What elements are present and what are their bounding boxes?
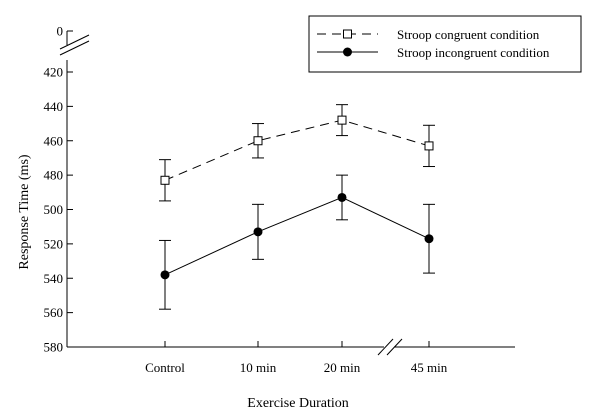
x-tick-label: Control — [145, 360, 185, 375]
y-tick-label: 440 — [44, 99, 64, 114]
data-point-circle — [160, 270, 170, 280]
data-point-circle — [337, 192, 347, 202]
data-point-square — [337, 115, 347, 125]
y-axis-break-mark — [59, 40, 90, 56]
y-tick-label: 540 — [44, 271, 64, 286]
x-axis-break-mark — [377, 338, 394, 356]
y-axis-title: Response Time (ms) — [17, 154, 32, 269]
series-layer — [159, 104, 435, 310]
y-tick-label: 560 — [44, 305, 64, 320]
data-point-square — [253, 136, 263, 146]
x-tick-labels: Control 10 min 20 min 45 min — [145, 360, 448, 375]
data-point-square — [424, 141, 434, 151]
legend-label-congruent: Stroop congruent condition — [397, 27, 540, 42]
y-tick-label: 520 — [44, 236, 64, 251]
y-tick-label: 0 — [57, 24, 64, 39]
y-tick-labels: 0 420 440 460 480 500 520 540 560 580 — [44, 24, 64, 355]
x-axis-title: Exercise Duration — [247, 396, 348, 411]
x-tick-label: 20 min — [324, 360, 361, 375]
axes — [59, 30, 515, 356]
y-tick-label: 580 — [44, 340, 64, 355]
y-axis-break-mark — [59, 34, 90, 50]
legend-label-incongruent: Stroop incongruent condition — [397, 45, 550, 60]
y-tick-label: 480 — [44, 168, 64, 183]
y-tick-label: 460 — [44, 133, 64, 148]
y-tick-label: 500 — [44, 202, 64, 217]
data-point-circle — [253, 227, 263, 237]
series-congruent — [159, 104, 435, 202]
series-line — [164, 119, 430, 181]
legend-box — [308, 15, 582, 73]
legend: Stroop congruent condition Stroop incong… — [308, 15, 582, 73]
data-point-square — [160, 175, 170, 185]
y-tick-label: 420 — [44, 65, 64, 80]
data-point-circle — [424, 234, 434, 244]
legend-marker-incongruent — [343, 47, 352, 57]
series-line — [164, 196, 430, 276]
series-incongruent — [159, 174, 435, 310]
legend-marker-congruent — [343, 29, 352, 39]
x-tick-label: 45 min — [411, 360, 448, 375]
x-axis-break-mark — [386, 338, 403, 356]
x-tick-label: 10 min — [240, 360, 277, 375]
